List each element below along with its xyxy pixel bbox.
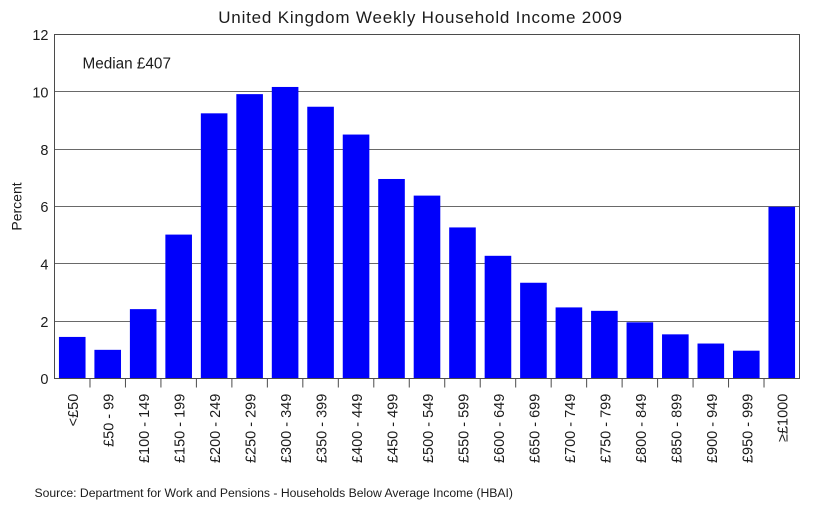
svg-text:≥£1000: ≥£1000 <box>776 394 792 442</box>
svg-text:£450 - 499: £450 - 499 <box>386 394 402 463</box>
svg-text:United Kingdom Weekly Househol: United Kingdom Weekly Household Income 2… <box>218 8 623 27</box>
svg-text:4: 4 <box>40 257 48 273</box>
svg-text:£400 - 449: £400 - 449 <box>350 394 366 463</box>
svg-text:£50 - 99: £50 - 99 <box>102 394 118 447</box>
svg-text:£950 - 999: £950 - 999 <box>740 394 756 463</box>
svg-text:£800 - 849: £800 - 849 <box>634 394 650 463</box>
svg-text:£700 - 749: £700 - 749 <box>563 394 579 463</box>
svg-text:8: 8 <box>40 143 48 159</box>
svg-text:£500 - 549: £500 - 549 <box>421 394 437 463</box>
svg-text:£900 - 949: £900 - 949 <box>705 394 721 463</box>
svg-text:£650 - 699: £650 - 699 <box>527 394 543 463</box>
svg-text:6: 6 <box>40 200 48 216</box>
svg-text:£300 - 349: £300 - 349 <box>279 394 295 463</box>
svg-text:£200 - 249: £200 - 249 <box>208 394 224 463</box>
svg-text:10: 10 <box>32 85 48 101</box>
svg-text:12: 12 <box>32 28 48 44</box>
svg-text:£350 - 399: £350 - 399 <box>315 394 331 463</box>
svg-text:£750 - 799: £750 - 799 <box>598 394 614 463</box>
svg-text:Percent: Percent <box>9 182 25 230</box>
svg-text:Source: Department for Work an: Source: Department for Work and Pensions… <box>35 486 513 500</box>
svg-text:£600 - 649: £600 - 649 <box>492 394 508 463</box>
svg-text:£250 - 299: £250 - 299 <box>244 394 260 463</box>
svg-text:2: 2 <box>40 315 48 331</box>
svg-text:£850 - 899: £850 - 899 <box>669 394 685 463</box>
svg-text:0: 0 <box>40 372 48 388</box>
svg-text:£550 - 599: £550 - 599 <box>456 394 472 463</box>
svg-text:£100 - 149: £100 - 149 <box>137 394 153 463</box>
svg-text:<£50: <£50 <box>66 394 82 427</box>
svg-text:Median £407: Median £407 <box>83 56 171 73</box>
svg-text:£150 - 199: £150 - 199 <box>173 394 189 463</box>
